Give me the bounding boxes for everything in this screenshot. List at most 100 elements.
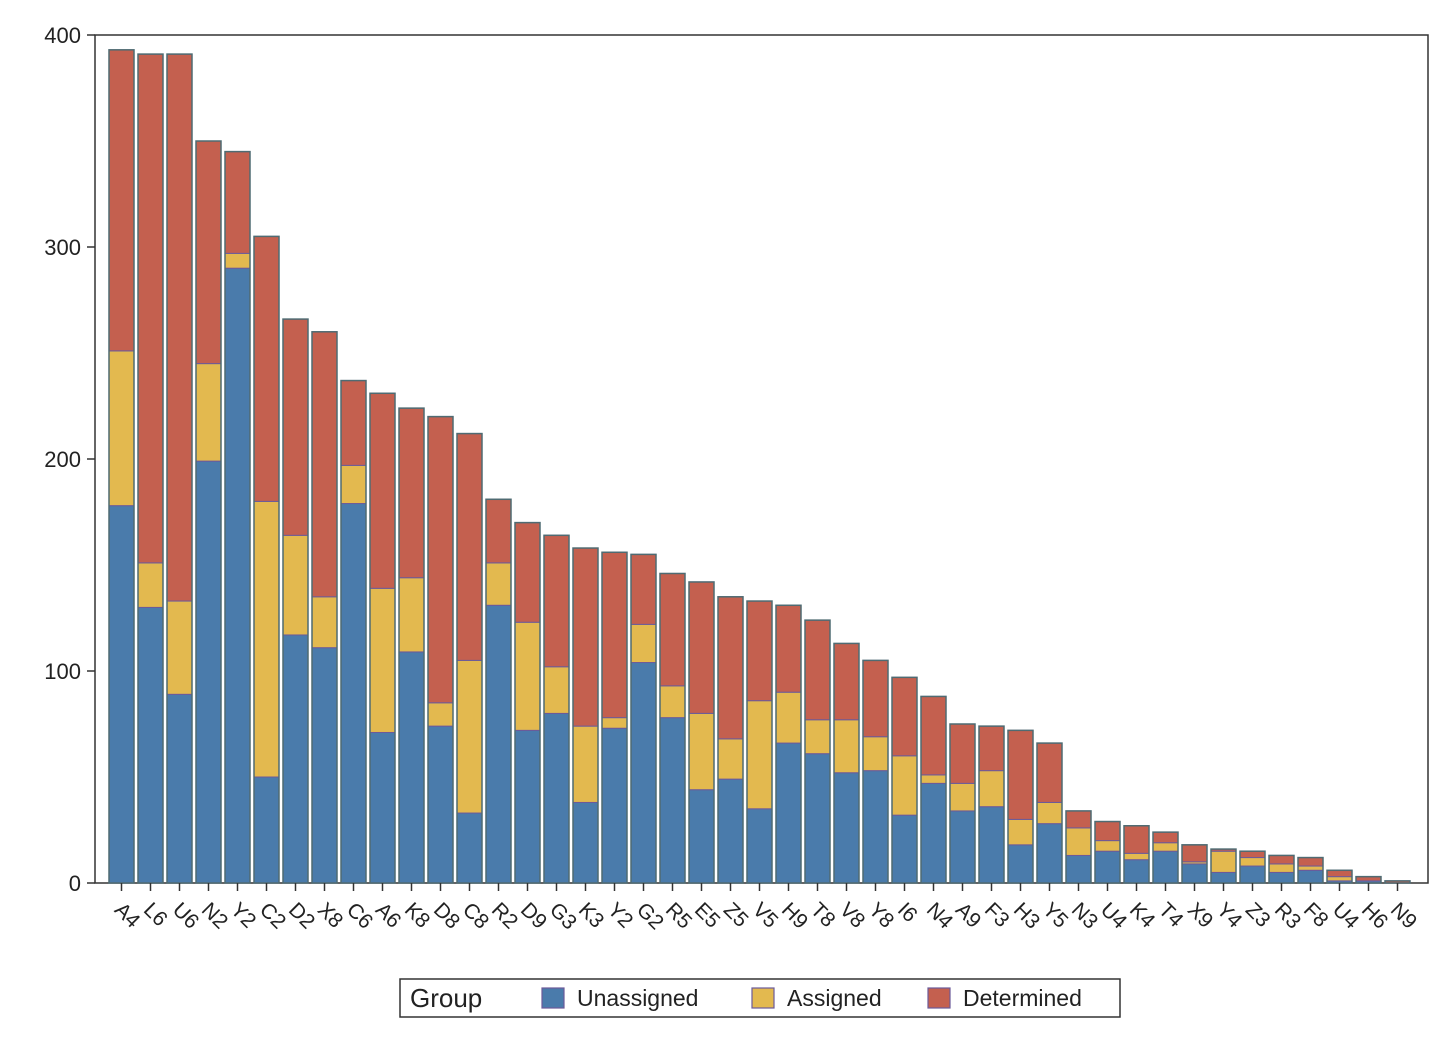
bar-segment-assigned [746,700,773,810]
bar-segment-unassigned [1152,850,1179,884]
bar-segment-determined [688,581,715,714]
bar-segment-assigned [1268,863,1295,873]
x-tick-label: N9 [1386,898,1421,933]
bar-segment-unassigned [340,503,367,884]
x-tick-label: Y2 [603,898,637,932]
bar-segment-unassigned [253,776,280,884]
bar-segment-determined [108,49,135,352]
bar-segment-unassigned [920,782,947,884]
x-tick-label: R3 [1270,898,1305,933]
x-tick-label: C8 [458,898,493,933]
x-tick-label: G2 [632,898,668,934]
bar-segment-determined [804,619,831,721]
bar-segment-assigned [1210,850,1237,873]
y-tick-label: 0 [69,871,81,896]
bar-segment-determined [630,553,657,625]
bar-segment-unassigned [1007,844,1034,884]
x-tick-label: U4 [1328,898,1363,933]
bar-segment-determined [1268,854,1295,865]
x-tick-label: R5 [661,898,696,933]
x-tick-label: E5 [690,898,724,932]
x-tick-label: T4 [1154,898,1188,932]
bar-segment-unassigned [804,753,831,884]
bar-segment-assigned [1036,801,1063,825]
bar-segment-determined [224,151,251,254]
bar-segment-unassigned [659,717,686,884]
bar-segment-unassigned [978,806,1005,884]
bar-segment-determined [978,725,1005,772]
bar-segment-unassigned [543,712,570,884]
bar-segment-assigned [717,738,744,780]
bar-segment-determined [572,547,599,727]
bar-segment-assigned [514,621,541,731]
x-tick-label: H3 [1009,898,1044,933]
bar-segment-assigned [862,736,889,772]
x-tick-label: A6 [371,898,405,932]
x-tick-label: N4 [922,898,957,933]
bar-segment-unassigned [108,505,135,884]
legend-title: Group [410,983,482,1013]
legend-swatch-unassigned [541,987,565,1009]
bar-segment-determined [717,596,744,740]
bar-segment-determined [862,659,889,738]
bar-segment-unassigned [891,814,918,884]
bar-segment-unassigned [1268,871,1295,884]
bar-segment-unassigned [862,770,889,884]
bar-segment-assigned [224,252,251,269]
bar-segment-assigned [1007,818,1034,846]
bar-segment-unassigned [833,772,860,884]
bar-segment-assigned [369,587,396,733]
y-tick-label: 400 [44,23,81,48]
bar-segment-unassigned [949,810,976,884]
bar-segment-determined [775,604,802,693]
bar-segment-determined [601,551,628,719]
bar-segment-assigned [340,464,367,505]
x-tick-label: L6 [139,898,172,931]
bar-segment-assigned [1326,876,1353,882]
bar-segment-assigned [949,782,976,812]
x-tick-label: K3 [574,898,608,932]
x-tick-label: D2 [284,898,319,933]
bar-segment-determined [659,572,686,687]
bar-segment-assigned [456,659,483,814]
bar-segment-unassigned [485,604,512,884]
bar-segment-determined [485,498,512,564]
bar-segment-determined [166,53,193,602]
bar-segment-unassigned [456,812,483,884]
bar-segment-assigned [572,725,599,803]
bar-segment-determined [949,723,976,784]
x-tick-label: V8 [835,898,869,932]
bar-segment-assigned [398,577,425,653]
bar-segment-unassigned [746,808,773,884]
bar-segment-determined [311,331,338,598]
bar-segment-determined [920,695,947,776]
x-tick-label: N2 [197,898,232,933]
bar-segment-unassigned [1036,823,1063,884]
bar-segment-assigned [485,562,512,606]
x-tick-label: U6 [168,898,203,933]
bar-segment-unassigned [311,647,338,884]
bar-segment-assigned [775,691,802,744]
bar-segment-unassigned [282,634,309,884]
bar-segment-determined [1152,831,1179,844]
bar-segment-determined [137,53,164,564]
bar-segment-unassigned [1297,869,1324,884]
x-tick-label: K4 [1125,898,1160,933]
bar-segment-unassigned [398,651,425,884]
bar-segment-assigned [1239,857,1266,867]
bar-segment-determined [1326,869,1353,878]
bar-segment-assigned [804,719,831,755]
bar-segment-unassigned [427,725,454,884]
bar-segment-determined [369,392,396,589]
bar-segment-assigned [195,363,222,462]
bar-segment-determined [514,522,541,623]
legend-swatch-determined [927,987,951,1009]
x-tick-label: V5 [748,898,782,932]
x-tick-label: A4 [110,898,145,933]
x-tick-label: Y8 [864,898,898,932]
x-tick-label: U4 [1096,898,1131,933]
x-tick-label: T8 [806,898,840,932]
bar-segment-determined [1094,821,1121,842]
bar-segment-assigned [543,666,570,714]
